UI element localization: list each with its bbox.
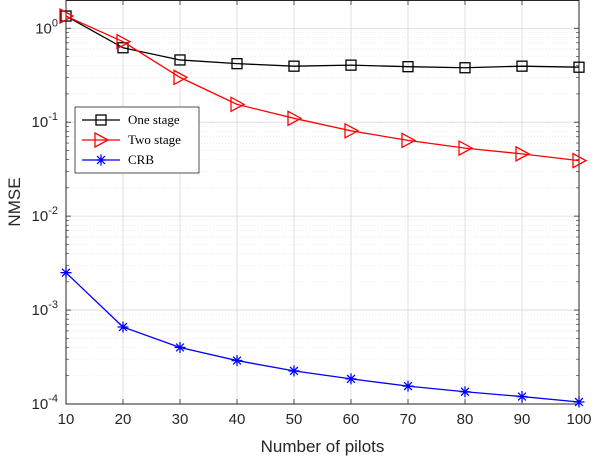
marker-triangle [401,132,417,149]
x-tick-label: 70 [400,411,417,428]
legend-label: CRB [128,152,154,167]
marker-square [345,59,357,71]
x-tick-label: 10 [58,411,75,428]
marker-triangle [59,7,75,25]
marker-asterisk [459,386,471,398]
marker-asterisk [117,321,129,333]
x-axis-label: Number of pilots [261,437,385,456]
series-crb [60,267,585,408]
marker-triangle [344,122,360,139]
series-line [65,272,580,403]
marker-triangle [116,33,132,50]
marker-square [174,54,186,66]
x-tick-label: 60 [343,411,360,428]
series-two-stage [59,7,588,169]
marker-triangle [230,96,246,113]
marker-square [573,61,585,73]
legend-label: One stage [128,112,180,127]
marker-triangle [572,152,588,169]
legend-item: One stage [82,112,180,127]
axes: 10 20 30 40 50 60 70 80 90 100 100 10-1 10-2 10-3 10-4 [32,0,592,428]
legend-label: Two stage [128,132,181,147]
series-line [65,15,580,162]
marker-asterisk [60,267,72,279]
series-layer [59,7,588,408]
marker-square [459,62,471,74]
marker-square [95,114,107,126]
plot-background [66,0,579,404]
x-tick-label: 40 [229,411,246,428]
x-tick-label: 30 [172,411,189,428]
marker-square [231,58,243,70]
marker-asterisk [573,396,585,408]
marker-triangle [287,110,303,127]
marker-asterisk [345,373,357,385]
x-tick-label: 20 [115,411,132,428]
legend-item: CRB [82,152,154,167]
marker-asterisk [95,154,107,166]
marker-square [60,10,72,22]
marker-triangle [173,69,189,86]
series-line [65,15,580,69]
x-tick-label: 90 [514,411,531,428]
y-tick-label: 100 [35,17,58,37]
marker-asterisk [402,380,414,392]
y-tick-label: 10-1 [32,111,58,131]
legend-item: Two stage [82,131,181,149]
axes-box [65,0,580,405]
x-tick-label: 80 [457,411,474,428]
y-tick-label: 10-3 [32,299,58,319]
marker-triangle [94,131,110,149]
marker-asterisk [231,355,243,367]
marker-square [516,60,528,72]
y-tick-label: 10-4 [32,393,58,413]
marker-triangle [515,145,531,162]
legend: One stage Two stage CRB [74,106,200,174]
marker-triangle [458,140,474,157]
marker-square [402,61,414,73]
x-tick-label: 100 [566,411,591,428]
x-tick-label: 50 [286,411,303,428]
y-tick-label: 10-2 [32,205,58,225]
marker-square [288,60,300,72]
y-axis-label: NMSE [5,177,24,226]
marker-asterisk [174,341,186,353]
series-one-stage [60,10,585,74]
marker-asterisk [516,391,528,403]
marker-asterisk [288,365,300,377]
